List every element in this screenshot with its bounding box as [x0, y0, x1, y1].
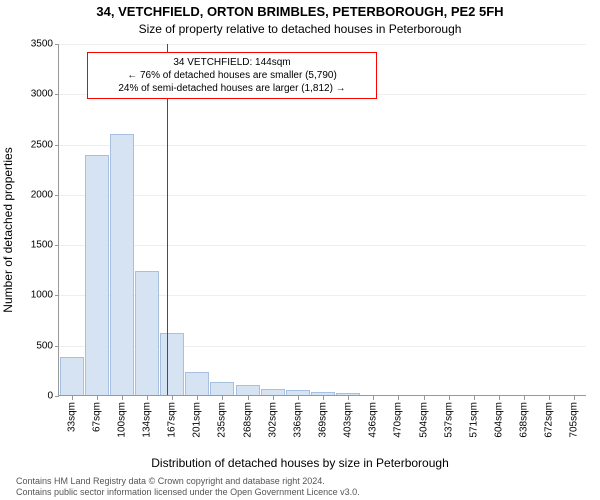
histogram-bar: [261, 389, 285, 395]
y-tick-mark: [55, 295, 59, 296]
histogram-bar: [185, 372, 209, 395]
histogram-bar: [236, 385, 260, 395]
x-tick-mark: [524, 396, 525, 400]
y-tick-mark: [55, 145, 59, 146]
x-tick-label: 67sqm: [91, 402, 102, 432]
x-tick-label: 571sqm: [468, 402, 479, 438]
x-tick-label: 369sqm: [318, 402, 329, 438]
y-tick-mark: [55, 346, 59, 347]
x-tick-label: 235sqm: [217, 402, 228, 438]
x-tick-mark: [248, 396, 249, 400]
y-tick-mark: [55, 245, 59, 246]
y-tick-label: 1000: [23, 290, 53, 301]
x-tick-mark: [122, 396, 123, 400]
x-tick-mark: [373, 396, 374, 400]
y-tick-label: 3000: [23, 89, 53, 100]
histogram-bar: [110, 134, 134, 395]
x-tick-mark: [72, 396, 73, 400]
chart-title: 34, VETCHFIELD, ORTON BRIMBLES, PETERBOR…: [0, 4, 600, 19]
x-tick-mark: [323, 396, 324, 400]
y-tick-mark: [55, 195, 59, 196]
histogram-bar: [210, 382, 234, 395]
x-tick-mark: [273, 396, 274, 400]
y-tick-label: 2500: [23, 139, 53, 150]
histogram-bar: [311, 392, 335, 395]
x-tick-label: 33sqm: [66, 402, 77, 432]
callout-line3: 24% of semi-detached houses are larger (…: [94, 82, 370, 95]
x-tick-mark: [424, 396, 425, 400]
x-tick-label: 537sqm: [443, 402, 454, 438]
gridline: [59, 245, 586, 246]
x-tick-mark: [222, 396, 223, 400]
x-tick-label: 302sqm: [267, 402, 278, 438]
x-tick-label: 134sqm: [142, 402, 153, 438]
x-tick-mark: [474, 396, 475, 400]
plot-area: 050010001500200025003000350033sqm67sqm10…: [58, 44, 586, 396]
chart-subtitle: Size of property relative to detached ho…: [0, 22, 600, 36]
y-tick-mark: [55, 94, 59, 95]
x-tick-label: 604sqm: [494, 402, 505, 438]
x-tick-label: 100sqm: [116, 402, 127, 438]
x-tick-mark: [172, 396, 173, 400]
histogram-chart: 34, VETCHFIELD, ORTON BRIMBLES, PETERBOR…: [0, 0, 600, 500]
x-tick-label: 201sqm: [192, 402, 203, 438]
histogram-bar: [85, 155, 109, 395]
y-tick-mark: [55, 396, 59, 397]
histogram-bar: [336, 393, 360, 396]
gridline: [59, 145, 586, 146]
histogram-bar: [60, 357, 84, 395]
y-tick-label: 500: [23, 340, 53, 351]
x-tick-label: 638sqm: [519, 402, 530, 438]
histogram-bar: [160, 333, 184, 395]
x-tick-label: 336sqm: [292, 402, 303, 438]
y-tick-label: 2000: [23, 189, 53, 200]
x-axis-label: Distribution of detached houses by size …: [0, 456, 600, 470]
gridline: [59, 195, 586, 196]
y-tick-label: 0: [23, 391, 53, 402]
gridline: [59, 44, 586, 45]
footer-line1: Contains HM Land Registry data © Crown c…: [16, 476, 360, 487]
x-tick-mark: [97, 396, 98, 400]
callout-line2: ← 76% of detached houses are smaller (5,…: [94, 69, 370, 82]
x-tick-label: 268sqm: [242, 402, 253, 438]
x-tick-mark: [298, 396, 299, 400]
histogram-bar: [135, 271, 159, 395]
x-tick-mark: [398, 396, 399, 400]
x-tick-label: 672sqm: [544, 402, 555, 438]
x-tick-label: 705sqm: [569, 402, 580, 438]
x-tick-label: 470sqm: [393, 402, 404, 438]
y-tick-label: 3500: [23, 39, 53, 50]
x-tick-mark: [197, 396, 198, 400]
y-axis-label: Number of detached properties: [1, 147, 15, 312]
footer-line2: Contains public sector information licen…: [16, 487, 360, 498]
x-tick-mark: [348, 396, 349, 400]
x-tick-label: 403sqm: [343, 402, 354, 438]
histogram-bar: [286, 390, 310, 395]
x-tick-label: 436sqm: [368, 402, 379, 438]
property-callout: 34 VETCHFIELD: 144sqm← 76% of detached h…: [87, 52, 377, 99]
x-tick-mark: [449, 396, 450, 400]
x-tick-mark: [147, 396, 148, 400]
x-tick-label: 504sqm: [418, 402, 429, 438]
y-tick-label: 1500: [23, 240, 53, 251]
x-tick-label: 167sqm: [167, 402, 178, 438]
callout-line1: 34 VETCHFIELD: 144sqm: [94, 56, 370, 69]
x-tick-mark: [574, 396, 575, 400]
y-tick-mark: [55, 44, 59, 45]
attribution-footer: Contains HM Land Registry data © Crown c…: [16, 476, 360, 498]
x-tick-mark: [549, 396, 550, 400]
x-tick-mark: [499, 396, 500, 400]
